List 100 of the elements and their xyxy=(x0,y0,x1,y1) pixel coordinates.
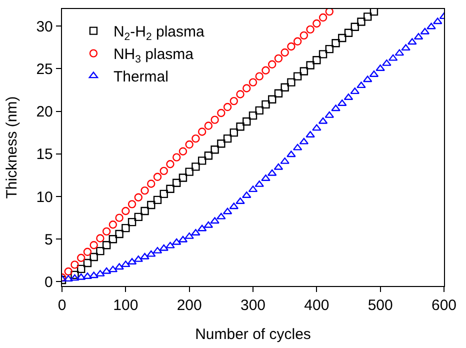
y-axis-title: Thickness (nm) xyxy=(3,96,20,199)
point xyxy=(357,18,366,26)
point xyxy=(160,190,168,198)
x-tick-label: 200 xyxy=(176,297,202,314)
point xyxy=(122,206,130,216)
point xyxy=(178,147,188,156)
point xyxy=(300,31,308,40)
y-tick-label: 15 xyxy=(36,146,53,164)
point xyxy=(134,212,142,222)
x-tick-label: 500 xyxy=(368,297,393,314)
point xyxy=(147,180,156,188)
point xyxy=(122,224,130,232)
point xyxy=(300,67,308,76)
point xyxy=(83,258,92,268)
point xyxy=(90,240,98,250)
point xyxy=(70,260,79,269)
point xyxy=(255,72,264,80)
point xyxy=(140,206,149,216)
point xyxy=(70,270,79,280)
point xyxy=(204,152,213,160)
point xyxy=(198,156,206,165)
point xyxy=(242,84,251,92)
point xyxy=(83,248,92,256)
point xyxy=(90,252,98,262)
point xyxy=(185,140,194,149)
point xyxy=(108,235,118,244)
x-tick-label: 600 xyxy=(431,297,457,314)
point xyxy=(204,122,213,130)
point xyxy=(128,218,136,226)
point xyxy=(217,108,226,118)
point xyxy=(223,134,232,143)
point xyxy=(350,22,359,31)
point xyxy=(172,153,181,162)
point xyxy=(77,264,86,274)
point xyxy=(153,196,162,204)
point xyxy=(262,66,270,74)
point xyxy=(223,102,232,112)
x-tick-label: 0 xyxy=(58,297,66,314)
y-tick-label: 0 xyxy=(44,274,53,291)
point xyxy=(306,25,314,34)
point xyxy=(115,230,124,238)
point xyxy=(115,214,124,222)
legend-label: N$_{2}$-H$_{2}$ plasma xyxy=(113,24,205,43)
point xyxy=(287,42,296,51)
point xyxy=(96,234,104,242)
point xyxy=(198,128,206,136)
point xyxy=(280,83,289,92)
point xyxy=(178,174,188,182)
point xyxy=(255,106,264,115)
point xyxy=(160,166,168,176)
point xyxy=(96,246,104,256)
point xyxy=(102,227,111,236)
point xyxy=(242,117,251,126)
point xyxy=(217,140,226,148)
point xyxy=(262,100,270,109)
point xyxy=(147,200,156,210)
y-tick-label: 30 xyxy=(36,18,53,36)
point xyxy=(370,9,378,16)
point xyxy=(185,168,194,176)
point xyxy=(210,146,219,154)
y-tick-label: 20 xyxy=(36,104,53,121)
point xyxy=(306,61,314,70)
point xyxy=(248,111,258,120)
point xyxy=(364,12,372,21)
point xyxy=(166,184,174,193)
point xyxy=(230,128,238,137)
y-tick-label: 5 xyxy=(44,231,53,248)
legend-label: Thermal xyxy=(113,68,168,86)
point xyxy=(274,89,283,98)
point xyxy=(312,56,321,64)
point xyxy=(248,78,258,86)
point xyxy=(236,122,244,131)
point xyxy=(332,38,340,48)
point xyxy=(318,50,328,58)
legend-label: NH$_{3}$ plasma xyxy=(113,46,194,66)
y-tick-label: 10 xyxy=(36,188,53,206)
point xyxy=(338,34,346,42)
point xyxy=(64,267,72,276)
point xyxy=(280,48,289,57)
point xyxy=(210,116,219,124)
point xyxy=(77,254,86,262)
point xyxy=(293,37,302,46)
x-tick-label: 100 xyxy=(113,297,138,314)
point xyxy=(166,160,174,168)
x-tick-label: 300 xyxy=(240,297,266,314)
point xyxy=(318,13,328,22)
point xyxy=(192,134,200,143)
point xyxy=(274,54,283,63)
y-tick-label: 25 xyxy=(36,60,53,78)
point xyxy=(325,44,334,54)
point xyxy=(325,9,334,16)
x-tick-label: 400 xyxy=(304,297,330,314)
point xyxy=(140,186,149,195)
point xyxy=(172,178,181,187)
point xyxy=(287,78,296,86)
point xyxy=(192,162,200,171)
point xyxy=(344,28,353,37)
point xyxy=(293,72,302,80)
x-axis-title: Number of cycles xyxy=(195,326,311,344)
point xyxy=(236,90,244,98)
